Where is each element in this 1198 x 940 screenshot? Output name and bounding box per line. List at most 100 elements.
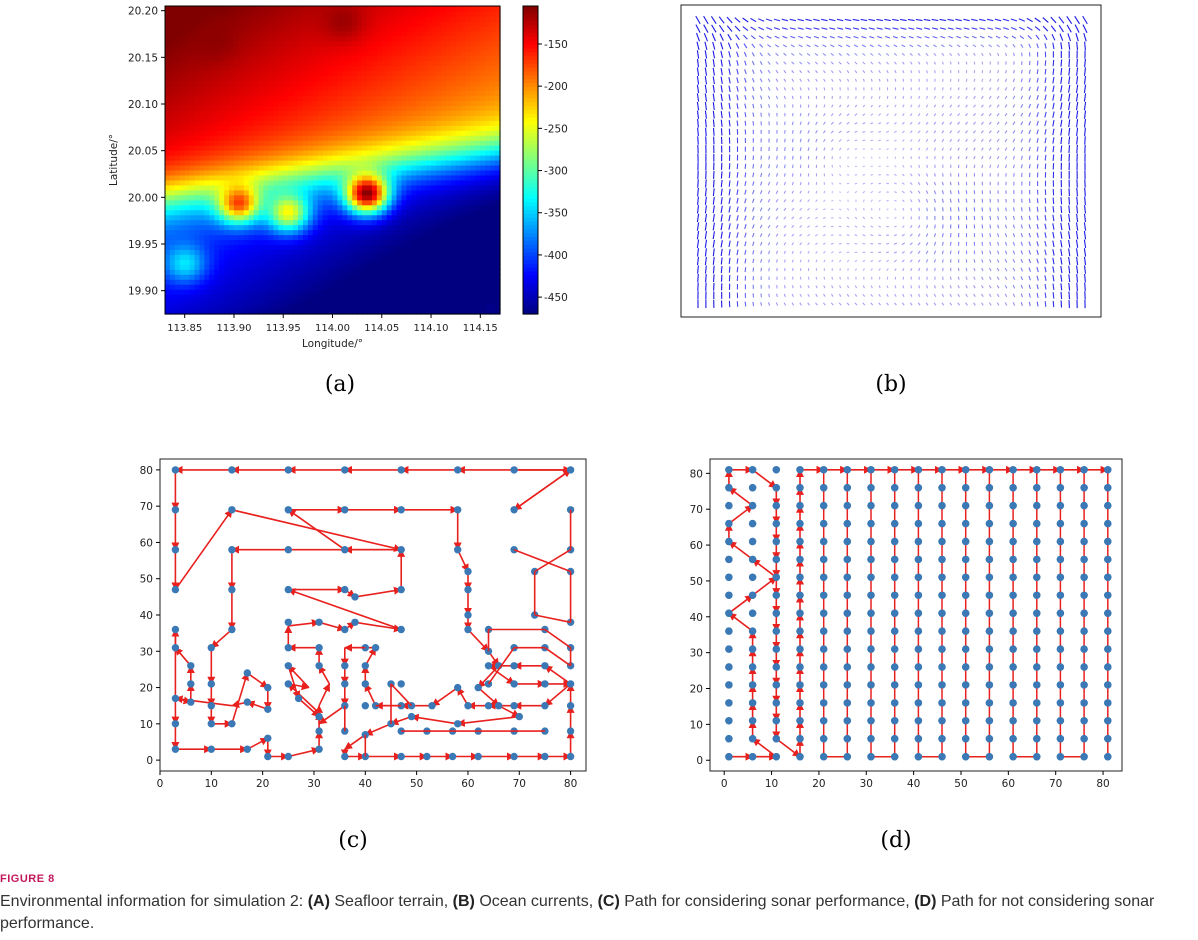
heatmap-cell (485, 214, 491, 221)
heatmap-cell (401, 299, 407, 305)
heatmap-cell (366, 254, 373, 260)
heatmap-cell (258, 269, 265, 275)
current-arrow (815, 208, 818, 211)
heatmap-cell (278, 125, 284, 131)
heatmap-cell (431, 244, 437, 251)
current-arrow (697, 127, 699, 137)
current-arrow (736, 111, 739, 118)
heatmap-cell (495, 214, 501, 221)
heatmap-cell (224, 254, 230, 260)
colorbar-cell (523, 106, 538, 111)
heatmap-cell (169, 155, 176, 161)
heatmap-cell (327, 6, 334, 12)
heatmap-cell (411, 100, 417, 106)
heatmap-cell (298, 309, 304, 315)
current-arrow (782, 44, 787, 48)
heatmap-cell (273, 100, 279, 106)
current-arrow (759, 207, 763, 212)
heatmap-cell (455, 184, 462, 191)
heatmap-cell (386, 234, 393, 241)
heatmap-cell (204, 110, 210, 116)
colorbar-cell (523, 121, 538, 126)
heatmap-cell (229, 239, 235, 246)
current-arrow (712, 76, 715, 85)
heatmap-cell (465, 264, 472, 270)
heatmap-cell (337, 50, 343, 57)
y-tick-label: 19.90 (128, 286, 158, 298)
heatmap-cell (386, 214, 393, 221)
heatmap-cell (194, 45, 201, 52)
heatmap-cell (248, 304, 255, 310)
current-arrow (783, 285, 786, 289)
heatmap-cell (490, 110, 496, 116)
heatmap-cell (179, 130, 186, 136)
heatmap-cell (440, 264, 447, 270)
heatmap-cell (406, 45, 412, 52)
heatmap-cell (347, 209, 353, 216)
heatmap-cell (371, 140, 378, 146)
heatmap-cell (362, 6, 368, 12)
current-arrow (712, 196, 715, 205)
heatmap-cell (347, 219, 353, 226)
heatmap-cell (268, 70, 274, 77)
heatmap-cell (376, 234, 383, 241)
heatmap-cell (396, 279, 403, 285)
heatmap-cell (194, 174, 201, 181)
heatmap-cell (268, 229, 274, 236)
heatmap-cell (199, 269, 206, 275)
heatmap-cell (317, 199, 324, 206)
heatmap-cell (445, 75, 452, 82)
heatmap-cell (233, 95, 240, 101)
heatmap-cell (485, 259, 491, 265)
heatmap-cell (470, 100, 476, 106)
heatmap-cell (362, 160, 368, 166)
heatmap-cell (431, 209, 437, 216)
heatmap-cell (445, 164, 452, 171)
heatmap-cell (219, 219, 225, 226)
heatmap-cell (229, 264, 235, 270)
heatmap-cell (332, 100, 339, 106)
heatmap-cell (371, 244, 378, 251)
current-arrow (734, 25, 741, 32)
current-arrow (838, 259, 842, 263)
heatmap-cell (209, 90, 215, 97)
heatmap-cell (406, 284, 412, 290)
heatmap-cell (371, 55, 378, 62)
heatmap-cell (209, 70, 215, 77)
heatmap-cell (455, 10, 462, 17)
current-arrow (743, 34, 748, 40)
colorbar-cell (523, 306, 538, 311)
heatmap-cell (445, 179, 452, 186)
heatmap-cell (204, 85, 210, 92)
heatmap-cell (248, 70, 255, 77)
heatmap-cell (179, 214, 186, 221)
heatmap-cell (302, 65, 309, 72)
heatmap-cell (421, 125, 427, 131)
heatmap-cell (327, 35, 334, 42)
heatmap-cell (165, 259, 171, 265)
heatmap-cell (199, 10, 206, 17)
colorbar-tick-label: -350 (544, 208, 568, 220)
heatmap-cell (357, 30, 363, 37)
heatmap-cell (421, 100, 427, 106)
heatmap-cell (278, 75, 284, 82)
heatmap-cell (470, 70, 476, 77)
heatmap-cell (273, 15, 279, 22)
heatmap-cell (214, 10, 220, 17)
heatmap-cell (322, 80, 329, 87)
heatmap-cell (396, 105, 403, 111)
heatmap-cell (352, 174, 358, 181)
current-arrow (799, 181, 802, 186)
current-arrow (781, 18, 789, 22)
heatmap-cell (184, 140, 191, 146)
quiver-arrows (695, 15, 1088, 309)
current-arrow (728, 231, 731, 239)
heatmap-cell (480, 150, 486, 156)
current-arrow (727, 33, 732, 41)
heatmap-cell (327, 30, 334, 37)
heatmap-cell (312, 75, 319, 82)
heatmap-cell (248, 254, 255, 260)
heatmap-cell (238, 10, 245, 17)
heatmap-cell (273, 135, 279, 141)
heatmap-cell (327, 50, 334, 57)
